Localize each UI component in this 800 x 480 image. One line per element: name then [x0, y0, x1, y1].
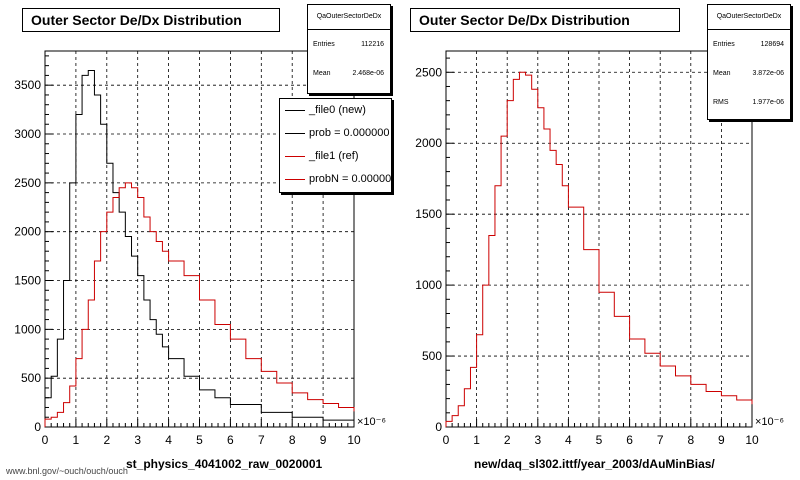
right-stats-rms-row: RMS 1.977e-06: [708, 88, 790, 117]
right-x-tick-label: 0: [443, 433, 450, 447]
left-stats-mean-row: Mean 2.468e-06: [308, 59, 390, 88]
left-stats-mean-label: Mean: [313, 70, 331, 77]
right-stats-mean-row: Mean 3.872e-06: [708, 59, 790, 88]
right-stats-entries-row: Entries 128694: [708, 30, 790, 59]
right-y-tick-label: 2500: [415, 65, 442, 79]
left-x-tick-label: 9: [320, 433, 327, 447]
legend-label-probn: probN = 0.000000: [309, 173, 392, 185]
left-stats-mean-value: 2.468e-06: [352, 70, 384, 77]
left-stats-box: QaOuterSectorDeDx Entries 112216 Mean 2.…: [307, 4, 391, 94]
left-y-tick-label: 1000: [14, 322, 41, 336]
left-legend: _file0 (new) prob = 0.000000 _file1 (ref…: [279, 98, 392, 193]
legend-line-file0: [285, 110, 305, 111]
left-y-tick-label: 500: [21, 371, 41, 385]
legend-line-file1: [285, 156, 305, 157]
left-y-tick-label: 3500: [14, 78, 41, 92]
right-series-hist-line: [445, 71, 753, 427]
left-stats-name: QaOuterSectorDeDx: [308, 5, 390, 30]
right-x-tick-label: 8: [687, 433, 694, 447]
left-x-tick-label: 2: [103, 433, 110, 447]
left-y-tick-label: 2000: [14, 225, 41, 239]
left-x-tick-label: 6: [227, 433, 234, 447]
legend-label-file1: _file1 (ref): [309, 150, 359, 162]
right-y-tick-label: 1500: [415, 207, 442, 221]
left-y-tick-label: 1500: [14, 274, 41, 288]
right-y-tick-label: 500: [422, 349, 442, 363]
left-stats-entries-label: Entries: [313, 41, 335, 48]
left-x-tick-label: 1: [73, 433, 80, 447]
right-stats-entries-label: Entries: [713, 41, 735, 48]
right-x-tick-label: 2: [504, 433, 511, 447]
left-x-tick-label: 8: [289, 433, 296, 447]
left-stats-entries-value: 112216: [361, 41, 384, 48]
right-stats-name: QaOuterSectorDeDx: [708, 5, 790, 30]
legend-entry-file1: _file1 (ref): [280, 145, 391, 168]
legend-line-probn: [285, 179, 305, 180]
left-series-file0-new-line: [44, 70, 355, 427]
left-y-tick-label: 0: [34, 420, 41, 434]
right-x-tick-label: 7: [657, 433, 664, 447]
legend-label-file0: _file0 (new): [309, 104, 366, 116]
left-x-tick-label: 5: [196, 433, 203, 447]
right-stats-rms-label: RMS: [713, 99, 729, 106]
right-stats-box: QaOuterSectorDeDx Entries 128694 Mean 3.…: [707, 4, 791, 120]
right-y-tick-label: 0: [435, 420, 442, 434]
left-y-tick-label: 2500: [14, 176, 41, 190]
right-x-exponent-label: ×10⁻⁶: [755, 416, 784, 428]
left-series-file1-ref-line: [44, 182, 355, 427]
left-x-exponent-label: ×10⁻⁶: [357, 416, 386, 428]
left-chart-title: Outer Sector De/Dx Distribution: [22, 8, 280, 32]
left-y-tick-label: 3000: [14, 127, 41, 141]
right-x-tick-label: 10: [745, 433, 759, 447]
legend-entry-file0: _file0 (new): [280, 99, 391, 122]
right-y-tick-label: 1000: [415, 278, 442, 292]
legend-entry-probn: probN = 0.000000: [280, 168, 391, 191]
legend-line-prob: [285, 133, 305, 134]
left-x-tick-label: 0: [42, 433, 49, 447]
right-chart-title: Outer Sector De/Dx Distribution: [410, 8, 680, 32]
right-x-tick-label: 4: [565, 433, 572, 447]
footer-text: www.bnl.gov/~ouch/ouch/ouch: [6, 466, 128, 476]
right-x-axis-title: new/daq_sl302.ittf/year_2003/dAuMinBias/: [474, 457, 715, 471]
right-y-tick-label: 2000: [415, 136, 442, 150]
left-x-tick-label: 7: [258, 433, 265, 447]
right-x-tick-label: 3: [534, 433, 541, 447]
right-stats-mean-value: 3.872e-06: [752, 70, 784, 77]
right-x-tick-label: 9: [718, 433, 725, 447]
left-x-tick-label: 10: [347, 433, 361, 447]
right-stats-rms-value: 1.977e-06: [752, 99, 784, 106]
left-x-tick-label: 3: [134, 433, 141, 447]
left-x-axis-title: st_physics_4041002_raw_0020001: [126, 457, 323, 471]
right-stats-mean-label: Mean: [713, 70, 731, 77]
right-x-tick-label: 6: [626, 433, 633, 447]
right-x-tick-label: 5: [596, 433, 603, 447]
left-stats-entries-row: Entries 112216: [308, 30, 390, 59]
right-stats-entries-value: 128694: [760, 41, 784, 48]
right-x-tick-label: 1: [473, 433, 480, 447]
legend-entry-prob: prob = 0.000000: [280, 122, 391, 145]
left-x-tick-label: 4: [165, 433, 172, 447]
legend-label-prob: prob = 0.000000: [309, 127, 390, 139]
